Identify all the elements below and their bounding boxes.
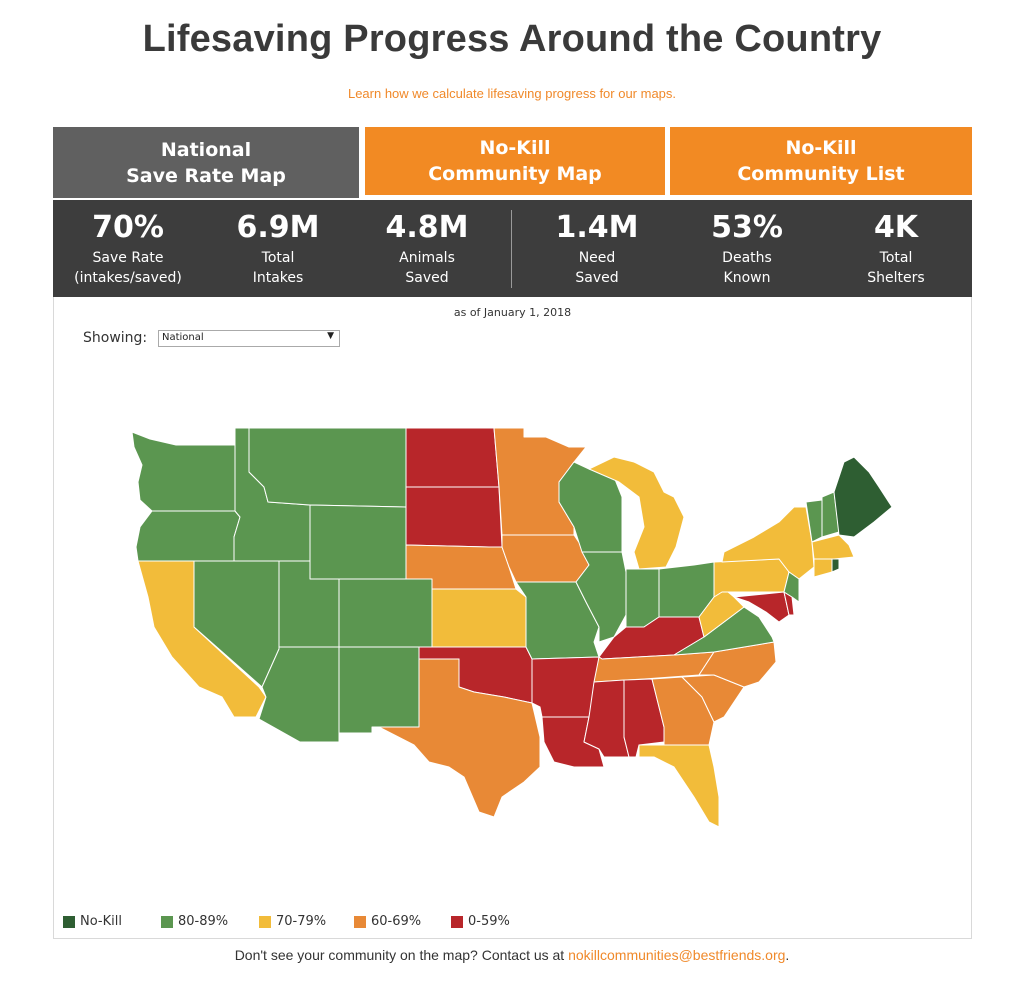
state-michigan[interactable] <box>588 456 685 570</box>
state-kansas[interactable] <box>431 588 527 648</box>
state-new-mexico[interactable] <box>338 646 420 734</box>
region-select-value: National <box>162 332 204 343</box>
region-select[interactable]: National ▼ <box>158 330 340 347</box>
legend-item-60-69[interactable]: 60-69% <box>354 914 421 929</box>
stat-total-shelters: 4K Total Shelters <box>821 200 971 288</box>
tab-label-line1: No-Kill <box>785 137 857 159</box>
footer-text: Don't see your community on the map? Con… <box>234 947 569 963</box>
tab-label-line2: Community Map <box>428 163 602 185</box>
state-texas[interactable] <box>378 658 541 818</box>
state-illinois[interactable] <box>575 551 627 643</box>
stat-save-rate: 70% Save Rate (intakes/saved) <box>53 200 203 288</box>
tab-label-line1: No-Kill <box>479 137 551 159</box>
state-south-dakota[interactable] <box>405 486 503 548</box>
state-iowa[interactable] <box>501 534 590 583</box>
stat-value: 53% <box>711 210 783 245</box>
state-indiana[interactable] <box>625 568 660 628</box>
state-montana[interactable] <box>248 427 407 508</box>
legend-label: 80-89% <box>178 914 229 929</box>
state-arkansas[interactable] <box>531 656 600 718</box>
state-colorado[interactable] <box>338 578 433 648</box>
state-north-dakota[interactable] <box>405 427 500 488</box>
legend-item-70-79[interactable]: 70-79% <box>259 914 326 929</box>
stat-value: 1.4M <box>555 210 639 245</box>
stat-total-intakes: 6.9M Total Intakes <box>203 200 353 288</box>
stat-animals-saved: 4.8M Animals Saved <box>352 200 502 288</box>
state-wisconsin[interactable] <box>558 461 623 553</box>
stat-label: Deaths Known <box>722 250 772 286</box>
chevron-down-icon: ▼ <box>327 331 334 341</box>
stat-value: 4K <box>873 210 919 245</box>
stats-divider <box>511 210 512 288</box>
legend-item-no-kill[interactable]: No-Kill <box>63 914 122 929</box>
stat-value: 4.8M <box>385 210 469 245</box>
tab-national-save-rate-map[interactable]: National Save Rate Map <box>53 127 359 198</box>
stats-bar: 70% Save Rate (intakes/saved) 6.9M Total… <box>53 200 972 297</box>
state-rhode-island[interactable] <box>831 558 840 573</box>
page-title: Lifesaving Progress Around the Country <box>142 18 882 60</box>
footer: Don't see your community on the map? Con… <box>0 947 1024 963</box>
tab-label-line2: Save Rate Map <box>126 164 286 187</box>
legend-label: 0-59% <box>468 914 510 929</box>
footer-end: . <box>785 947 790 963</box>
legend-swatch <box>354 915 366 928</box>
state-maine[interactable] <box>833 456 893 538</box>
tab-label-line1: National <box>160 138 252 161</box>
showing-label: Showing: <box>83 330 148 346</box>
contact-email-link[interactable]: nokillcommunities@bestfriends.org <box>568 947 786 963</box>
state-washington[interactable] <box>131 431 236 512</box>
stat-value: 6.9M <box>236 210 320 245</box>
legend-swatch <box>161 915 173 928</box>
state-oregon[interactable] <box>135 510 241 562</box>
map-panel: as of January 1, 2018 Showing: National … <box>53 297 972 939</box>
stat-deaths-known: 53% Deaths Known <box>672 200 822 288</box>
legend-label: No-Kill <box>80 914 122 929</box>
legend-label: 70-79% <box>276 914 327 929</box>
stat-label: Total Intakes <box>252 250 304 286</box>
tab-no-kill-community-map[interactable]: No-Kill Community Map <box>365 127 665 195</box>
legend-item-0-59[interactable]: 0-59% <box>451 914 510 929</box>
stat-label: Total Shelters <box>867 250 925 286</box>
legend-swatch <box>451 915 463 928</box>
tab-no-kill-community-list[interactable]: No-Kill Community List <box>670 127 972 195</box>
tab-bar: National Save Rate Map No-Kill Community… <box>53 127 972 198</box>
legend-label: 60-69% <box>371 914 422 929</box>
legend-item-80-89[interactable]: 80-89% <box>161 914 228 929</box>
stat-label: Need Saved <box>575 250 619 286</box>
tab-label-line2: Community List <box>737 163 905 185</box>
state-connecticut[interactable] <box>813 558 833 578</box>
state-new-jersey[interactable] <box>783 571 800 603</box>
stat-value: 70% <box>92 210 164 245</box>
stat-need-saved: 1.4M Need Saved <box>522 200 672 288</box>
legend-swatch <box>63 915 75 928</box>
stat-label: Save Rate (intakes/saved) <box>74 250 182 286</box>
legend-swatch <box>259 915 271 928</box>
stat-label: Animals Saved <box>399 250 455 286</box>
as-of-date: as of January 1, 2018 <box>453 306 572 319</box>
state-pennsylvania[interactable] <box>713 558 790 598</box>
learn-how-link[interactable]: Learn how we calculate lifesaving progre… <box>347 86 677 101</box>
us-map <box>131 427 893 828</box>
state-wyoming[interactable] <box>309 504 407 580</box>
state-florida[interactable] <box>638 744 720 828</box>
